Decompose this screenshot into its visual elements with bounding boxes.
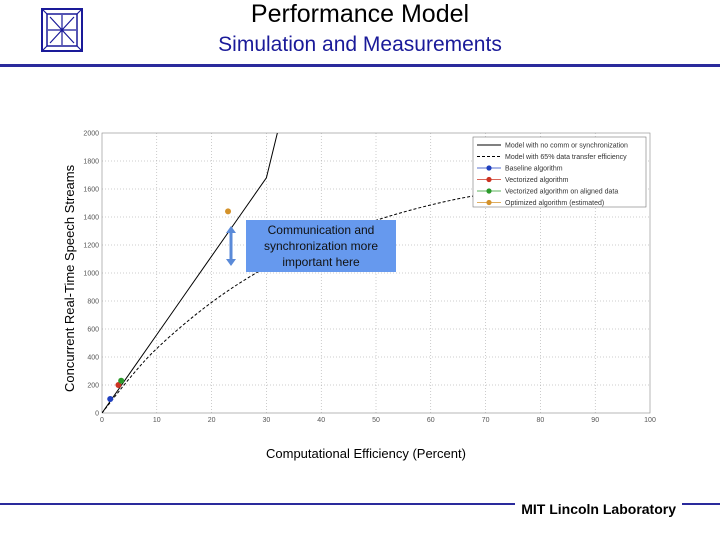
legend-marker [486, 176, 492, 183]
legend-box [472, 136, 647, 208]
data-point [107, 396, 114, 402]
y-tick-label: 1600 [83, 187, 99, 194]
x-tick-label: 70 [482, 417, 490, 424]
callout-text: Communication and synchronization more i… [263, 223, 379, 269]
legend-entry-label: Optimized algorithm (estimated) [505, 200, 604, 207]
y-tick-label: 800 [87, 299, 99, 306]
legend: Model with no comm or synchronization Mod… [472, 136, 647, 208]
x-tick-label: 90 [591, 417, 599, 424]
y-tick-label: 0 [95, 411, 99, 418]
x-tick-label: 30 [263, 417, 271, 424]
x-tick-label: 80 [537, 417, 545, 424]
legend-entry-label: Vectorized algorithm on aligned data [505, 189, 618, 196]
x-tick-label: 0 [100, 417, 104, 424]
y-tick-label: 200 [87, 383, 99, 390]
data-point [118, 377, 125, 384]
y-tick-label: 400 [87, 355, 99, 362]
y-tick-label: 1400 [83, 215, 99, 222]
y-tick-label: 1200 [83, 243, 99, 250]
header-rule [0, 64, 720, 67]
x-tick-label: 40 [317, 417, 325, 424]
y-tick-label: 1800 [83, 159, 99, 166]
legend-entry-label: Model with 65% data transfer efficiency [505, 154, 627, 161]
x-tick-label: 10 [153, 417, 161, 424]
footer-label: MIT Lincoln Laboratory [515, 501, 682, 517]
x-tick-label: 50 [372, 417, 380, 424]
x-tick-label: 20 [208, 417, 216, 424]
data-point [225, 208, 232, 215]
x-tick-label: 60 [427, 417, 435, 424]
x-tick-label: 100 [644, 417, 656, 424]
callout-arrow-head-down [226, 259, 236, 266]
x-axis-label: Computational Efficiency (Percent) [266, 446, 466, 461]
y-tick-label: 600 [87, 327, 99, 334]
legend-entry-label: Model with no comm or synchronization [505, 143, 628, 150]
footer-rule [0, 503, 720, 505]
page-subtitle: Simulation and Measurements [218, 33, 502, 56]
legend-entry-label: Baseline algorithm [505, 166, 563, 173]
legend-marker [486, 188, 492, 194]
y-tick-label: 1000 [83, 271, 99, 278]
callout-box: Communication and synchronization more i… [246, 220, 396, 272]
legend-marker [486, 165, 492, 171]
callout-arrow-head-up [226, 226, 236, 233]
y-tick-label: 2000 [83, 131, 99, 138]
solid-model-line [102, 133, 278, 413]
page-title: Performance Model [250, 0, 470, 28]
lincoln-lab-logo [41, 8, 83, 52]
legend-entry-label: Vectorized algorithm [505, 177, 569, 184]
y-axis-label: Concurrent Real-Time Speech Streams [62, 164, 77, 392]
legend-marker [486, 199, 492, 206]
